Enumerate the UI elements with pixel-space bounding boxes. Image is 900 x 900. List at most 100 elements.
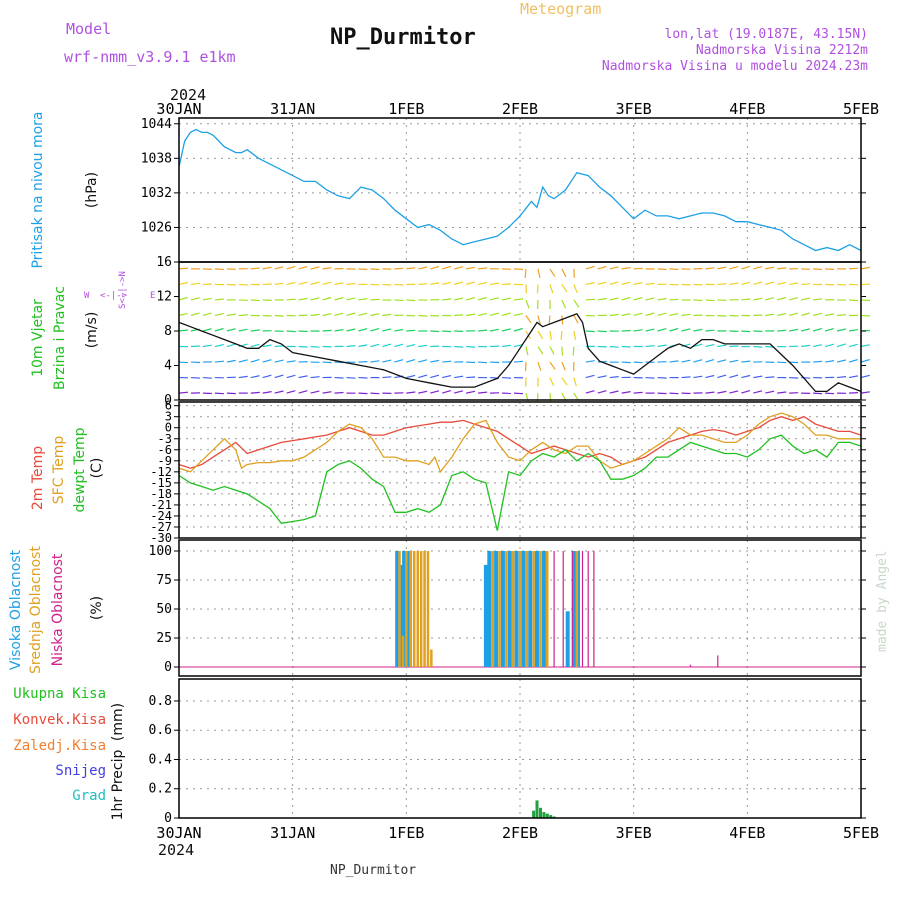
wind-barb xyxy=(537,315,541,325)
wind-barb xyxy=(525,315,532,324)
wind-barb xyxy=(860,374,870,379)
wind-barb xyxy=(645,328,655,332)
wind-barb xyxy=(250,375,260,379)
wind-barb xyxy=(537,330,544,340)
wind-barb xyxy=(454,375,464,379)
temp-ytick-label: 6 xyxy=(165,399,172,413)
wind-barb xyxy=(298,265,308,270)
wind-barb xyxy=(262,391,272,394)
wind-barb xyxy=(549,377,555,387)
cloud-bar xyxy=(562,551,564,667)
wind-barb xyxy=(202,344,212,348)
precip-unit: (mm) xyxy=(110,703,126,741)
wind-barb xyxy=(609,297,619,301)
wind-barb xyxy=(334,282,344,286)
wind-barb xyxy=(525,299,530,309)
compass-e: E xyxy=(150,291,155,301)
wind-barb xyxy=(382,283,392,286)
wind-barb xyxy=(669,392,679,395)
wind-barb xyxy=(478,391,488,394)
cloud-panel: 0 25 50 75 100 xyxy=(149,539,866,677)
wind-barb xyxy=(777,267,787,270)
wind-barb xyxy=(765,390,775,394)
wind-barb xyxy=(765,266,775,270)
wind-barb xyxy=(478,267,488,270)
cloud-bar xyxy=(423,551,426,667)
wind-barb xyxy=(681,376,691,379)
top-date-label: 4FEB xyxy=(729,100,765,118)
wind-barb xyxy=(681,313,691,317)
wind-barb xyxy=(298,297,308,301)
wind-barb xyxy=(406,359,416,363)
wind-barb xyxy=(406,391,416,394)
wind-barb xyxy=(178,281,188,286)
wind-barb xyxy=(597,297,607,301)
wind-barb xyxy=(406,329,416,332)
wind-barb xyxy=(502,376,512,379)
cloud-bar xyxy=(426,551,430,667)
cloud-bar xyxy=(532,551,535,667)
wind-barb xyxy=(621,281,631,286)
bottom-date-label: 4FEB xyxy=(729,824,765,842)
wind-barb xyxy=(430,374,440,379)
wind-barb xyxy=(585,360,595,363)
wind-barb xyxy=(501,344,512,348)
wind-barb xyxy=(717,390,727,394)
wind-barb xyxy=(478,329,488,332)
cloud-bar xyxy=(500,551,505,667)
wind-barb xyxy=(549,330,552,340)
cloud-bar xyxy=(581,551,584,667)
wind-barb xyxy=(190,345,200,348)
sfc-label: SFC Temp xyxy=(51,436,67,505)
wind-barb xyxy=(573,377,577,387)
wind-barb xyxy=(178,329,188,332)
wind-barb xyxy=(572,346,575,356)
wind-barb xyxy=(585,390,595,394)
wind-barb xyxy=(178,267,189,270)
wind-barb xyxy=(322,391,332,394)
wind-barb xyxy=(370,268,380,271)
wind-barb xyxy=(178,296,188,301)
wind-barb xyxy=(609,266,619,270)
wind-barb xyxy=(645,345,655,348)
precip-legend-snow: Snijeg xyxy=(55,763,106,779)
station-title: NP_Durmitor xyxy=(330,25,476,50)
wind-barb xyxy=(837,376,847,379)
cloud-bar xyxy=(398,551,401,667)
wind-barb xyxy=(765,281,775,286)
cloud-bar xyxy=(528,551,533,667)
wind-barb xyxy=(824,328,834,332)
wind-barb xyxy=(621,296,631,301)
top-date-label: 30JAN xyxy=(156,100,201,118)
wind-barb xyxy=(825,360,835,363)
model-altitude-text: Nadmorska Visina u modelu 2024.23m xyxy=(602,59,868,74)
wind-barb xyxy=(524,268,527,278)
wind-barb xyxy=(609,281,619,286)
wind-barb xyxy=(585,374,595,379)
wind-barb xyxy=(466,313,476,317)
top-date-label: 2FEB xyxy=(502,100,538,118)
wind-barb xyxy=(812,312,823,317)
wind-barb xyxy=(513,360,524,363)
wind-barb xyxy=(609,376,619,379)
wind-barb xyxy=(633,267,643,270)
wind-barb xyxy=(633,329,643,332)
precip-ylabel: 1hr Precip xyxy=(110,750,126,821)
wind-barb xyxy=(729,266,739,270)
cloud-bar xyxy=(565,611,570,667)
wind-barb xyxy=(442,298,452,301)
cloud-bar xyxy=(525,551,529,667)
cloud-bar xyxy=(507,551,512,667)
wind-barb xyxy=(226,328,236,332)
wind-barb xyxy=(334,312,344,317)
wind-barb xyxy=(430,330,440,333)
wind-barb xyxy=(226,392,236,395)
precip-ytick-label: 0 xyxy=(164,811,172,826)
wind-barb xyxy=(717,266,727,270)
wind-barb xyxy=(466,376,476,379)
temp-ytick-label: -24 xyxy=(150,509,172,523)
wind-barb xyxy=(669,298,679,301)
wind-barb xyxy=(502,283,512,286)
wind-barb xyxy=(406,374,416,379)
wind-barb xyxy=(789,312,799,317)
